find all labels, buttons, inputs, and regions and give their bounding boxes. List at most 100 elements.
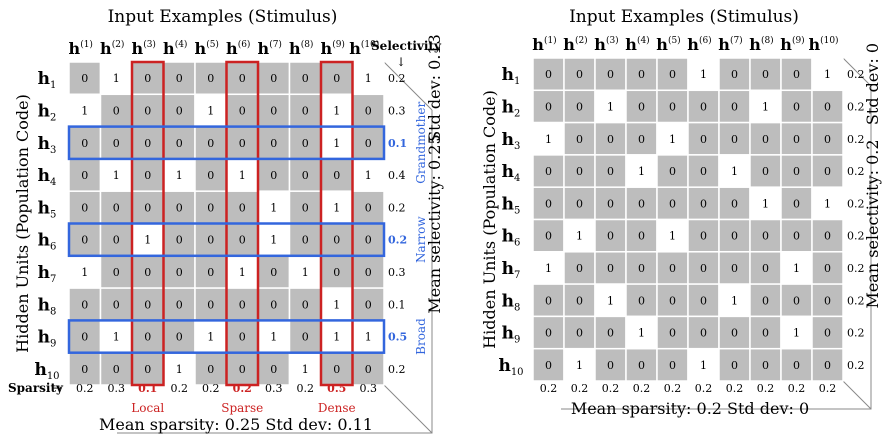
matrix-cell-value: 0 xyxy=(607,359,614,372)
matrix-cell xyxy=(687,347,720,382)
selectivity-value: 0.3 xyxy=(388,266,406,279)
matrix-cell xyxy=(811,315,844,350)
row-header: h1 xyxy=(502,65,521,87)
column-header: h(9) xyxy=(780,35,804,54)
sparsity-summary: Mean sparsity: 0.2 Std dev: 0 xyxy=(571,399,809,418)
row-header: h2 xyxy=(502,97,521,119)
matrix-cell-value: 0 xyxy=(793,133,800,146)
matrix-cell xyxy=(625,121,658,156)
row-header-sub: 9 xyxy=(514,335,520,346)
row-header: h10 xyxy=(34,360,59,382)
matrix-cell xyxy=(625,218,658,253)
matrix-cell-value: 1 xyxy=(176,363,183,376)
matrix-cell-value: 0 xyxy=(144,363,151,376)
frame-corner xyxy=(383,61,433,111)
column-header-letter: h xyxy=(195,39,207,58)
matrix-cell-value: 0 xyxy=(176,201,183,214)
column-header: h(6) xyxy=(226,39,250,58)
matrix-cell-value: 1 xyxy=(545,133,552,146)
row-header-letter: h xyxy=(502,130,514,150)
matrix-cell-value: 0 xyxy=(207,169,214,182)
matrix-cell-value: 0 xyxy=(144,201,151,214)
column-header-letter: h xyxy=(808,35,820,54)
matrix-cell-value: 0 xyxy=(207,298,214,311)
row-header: h3 xyxy=(38,134,57,156)
matrix-cell-value: 0 xyxy=(793,294,800,307)
selectivity-value: 0.2 xyxy=(847,133,865,146)
column-header: h(7) xyxy=(718,35,742,54)
matrix-cell-value: 0 xyxy=(207,234,214,247)
matrix-cell-value: 0 xyxy=(731,327,738,340)
matrix-cell-value: 0 xyxy=(302,169,309,182)
matrix-cell-value: 0 xyxy=(365,201,372,214)
sparsity-value: 0.2 xyxy=(202,382,220,395)
matrix-cell-value: 0 xyxy=(576,133,583,146)
selectivity-value: 0.2 xyxy=(847,165,865,178)
row-header: h7 xyxy=(502,259,521,281)
matrix-cell-value: 0 xyxy=(824,230,831,243)
matrix-cell-value: 0 xyxy=(762,359,769,372)
column-header-sup: (5) xyxy=(668,35,681,46)
matrix-cell xyxy=(749,251,782,285)
matrix-cell-value: 1 xyxy=(576,359,583,372)
row-header-sub: 10 xyxy=(511,367,524,378)
selectivity-value: 0.5 xyxy=(388,331,407,344)
column-header-letter: h xyxy=(594,35,606,54)
row-header-sub: 1 xyxy=(50,80,56,91)
matrix-cell xyxy=(718,251,751,285)
matrix-cell-value: 0 xyxy=(731,68,738,81)
selectivity-value: 0.2 xyxy=(388,363,406,376)
matrix-cell-value: 1 xyxy=(333,201,340,214)
matrix-cell-value: 1 xyxy=(333,331,340,344)
matrix-cell xyxy=(811,347,844,382)
column-header: h(7) xyxy=(258,39,282,58)
matrix-cell-value: 0 xyxy=(81,363,88,376)
matrix-cell-value: 0 xyxy=(576,165,583,178)
sparsity-value: 0.3 xyxy=(108,382,126,395)
column-header-sup: (8) xyxy=(761,35,774,46)
row-highlight xyxy=(67,125,386,161)
matrix-cell xyxy=(718,283,751,318)
matrix-cell-value: 0 xyxy=(669,197,676,210)
selectivity-value: 0.4 xyxy=(388,169,406,182)
selectivity-value: 0.2 xyxy=(847,359,865,372)
matrix-cell-value: 0 xyxy=(638,359,645,372)
matrix-cell xyxy=(563,121,596,156)
row-header-letter: h xyxy=(38,295,50,315)
panel-right: Input Examples (Stimulus) Hidden Units (P… xyxy=(480,7,882,418)
matrix-cell xyxy=(288,287,322,322)
matrix-cell-value: 0 xyxy=(81,298,88,311)
selectivity-value: 0.2 xyxy=(388,72,406,85)
sparsity-value: 0.2 xyxy=(76,382,94,395)
matrix-cell xyxy=(811,154,844,188)
column-header: h(3) xyxy=(132,39,156,58)
matrix-cell-value: 1 xyxy=(669,133,676,146)
matrix-cell-value: 0 xyxy=(638,294,645,307)
matrix-cell-value: 1 xyxy=(270,331,277,344)
matrix-cell-value: 0 xyxy=(270,363,277,376)
matrix-cell-value: 0 xyxy=(576,100,583,113)
matrix-cell-value: 0 xyxy=(144,169,151,182)
matrix-cell xyxy=(288,125,322,160)
row-tag: Broad xyxy=(414,318,428,355)
matrix-cell-value: 0 xyxy=(113,137,120,150)
matrix-cell-value: 1 xyxy=(824,197,831,210)
row-header-sub: 2 xyxy=(50,112,56,123)
matrix-cell-value: 0 xyxy=(365,104,372,117)
matrix-cell-value: 0 xyxy=(239,201,246,214)
matrix-cell-value: 0 xyxy=(824,100,831,113)
matrix-cell-value: 0 xyxy=(176,137,183,150)
matrix-cell-value: 0 xyxy=(607,165,614,178)
matrix-cell-value: 1 xyxy=(824,68,831,81)
matrix-cell-value: 1 xyxy=(207,331,214,344)
panel-title: Input Examples (Stimulus) xyxy=(569,7,799,27)
matrix-cell-value: 0 xyxy=(576,327,583,340)
row-header-sub: 3 xyxy=(514,141,520,152)
matrix-cell xyxy=(257,351,291,386)
row-header-letter: h xyxy=(38,328,50,348)
matrix-cell-value: 0 xyxy=(239,331,246,344)
column-header-sup: (5) xyxy=(206,39,219,50)
matrix-cell-value: 0 xyxy=(545,100,552,113)
matrix-cell-value: 0 xyxy=(669,359,676,372)
matrix-cell xyxy=(594,347,627,382)
